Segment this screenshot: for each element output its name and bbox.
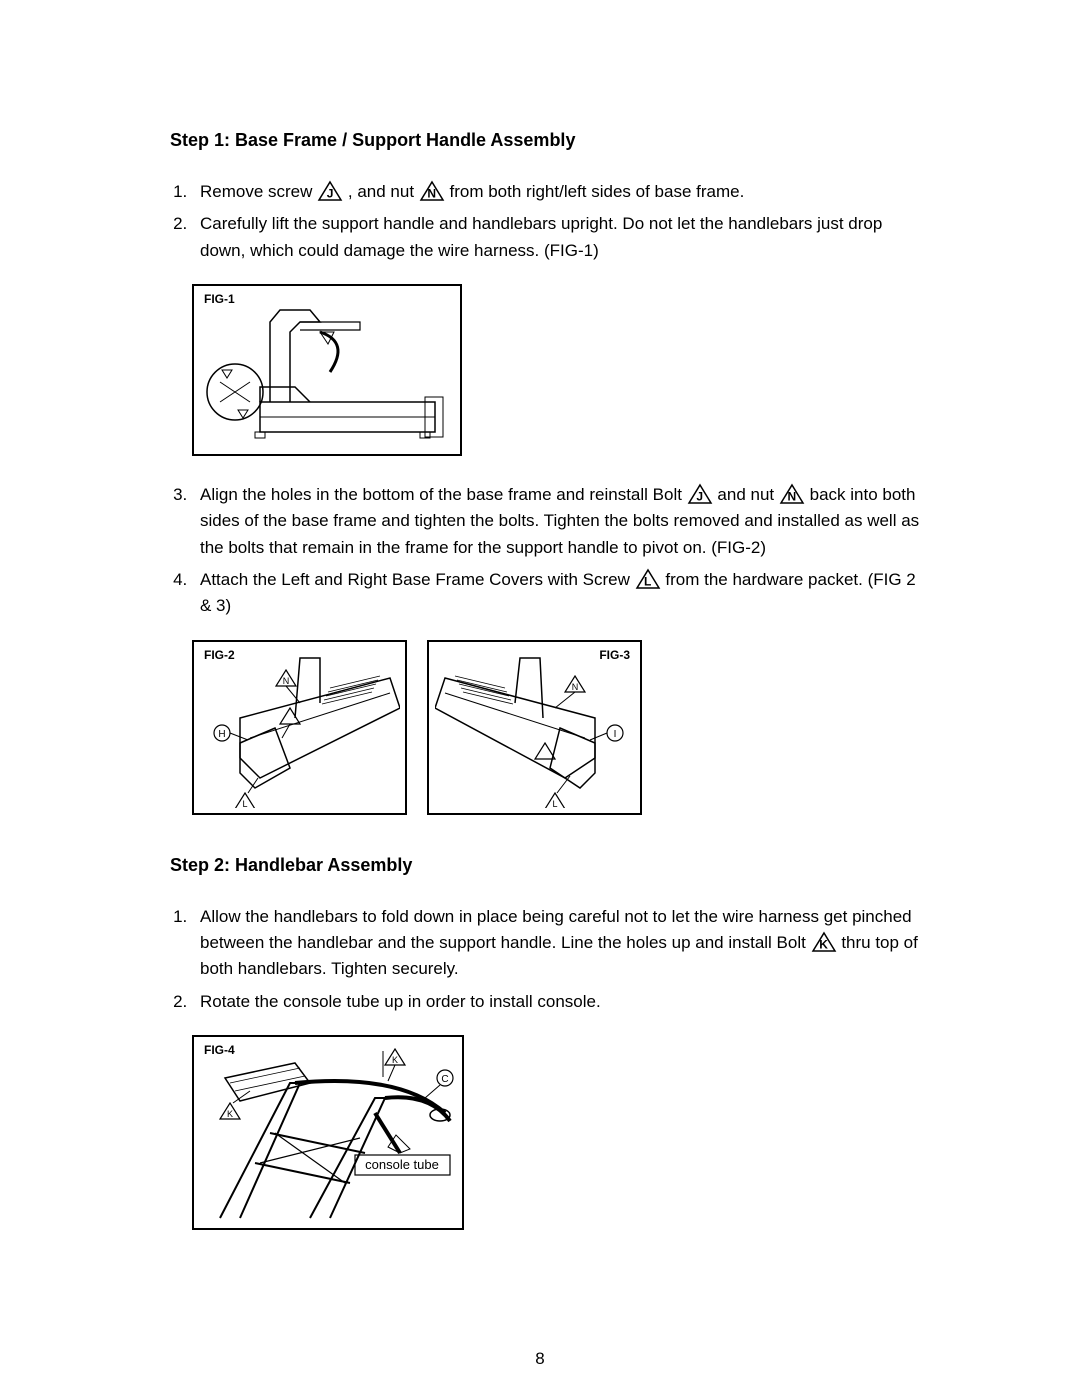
svg-text:L: L xyxy=(242,799,247,808)
step1-list: Remove screw J , and nut N from both rig… xyxy=(192,179,930,264)
figure-2-diagram: H N L xyxy=(200,648,400,808)
figure-2: FIG-2 H xyxy=(192,640,407,815)
figure-3: FIG-3 I N xyxy=(427,640,642,815)
text: and nut xyxy=(717,485,778,504)
triangle-K-icon: K xyxy=(811,931,837,953)
step1-list-2: Align the holes in the bottom of the bas… xyxy=(192,482,930,620)
text: , and nut xyxy=(348,182,419,201)
page-number: 8 xyxy=(535,1349,544,1369)
triangle-letter: L xyxy=(644,572,651,591)
text: from both right/left sides of base frame… xyxy=(450,182,745,201)
figure-label: FIG-4 xyxy=(204,1043,235,1057)
svg-text:N: N xyxy=(572,682,579,692)
figure-1: FIG-1 xyxy=(192,284,462,456)
svg-text:K: K xyxy=(227,1109,233,1119)
step2-list: Allow the handlebars to fold down in pla… xyxy=(192,904,930,1015)
figure-label: FIG-3 xyxy=(599,648,630,662)
step2-item-2: Rotate the console tube up in order to i… xyxy=(192,989,930,1015)
svg-text:N: N xyxy=(283,676,290,686)
triangle-N-icon: N xyxy=(419,180,445,202)
svg-text:L: L xyxy=(552,799,557,808)
svg-text:K: K xyxy=(392,1055,398,1065)
callout: H xyxy=(218,729,225,740)
figure-4: FIG-4 console tube xyxy=(192,1035,464,1230)
triangle-letter: K xyxy=(819,935,828,954)
triangle-L-icon: L xyxy=(635,568,661,590)
triangle-letter: J xyxy=(696,487,703,506)
text: Attach the Left and Right Base Frame Cov… xyxy=(200,570,635,589)
step1-item-4: Attach the Left and Right Base Frame Cov… xyxy=(192,567,930,620)
step1-heading: Step 1: Base Frame / Support Handle Asse… xyxy=(170,130,930,151)
figure-3-diagram: I N L xyxy=(435,648,635,808)
step2-heading: Step 2: Handlebar Assembly xyxy=(170,855,930,876)
figure-label: FIG-1 xyxy=(204,292,235,306)
figure-4-diagram: console tube K K C xyxy=(200,1043,458,1223)
figure-1-diagram xyxy=(200,292,456,450)
triangle-N-icon: N xyxy=(779,483,805,505)
triangle-letter: N xyxy=(788,487,797,506)
triangle-J-icon: J xyxy=(317,180,343,202)
step1-item-2: Carefully lift the support handle and ha… xyxy=(192,211,930,264)
triangle-letter: J xyxy=(327,184,334,203)
console-tube-label: console tube xyxy=(365,1157,439,1172)
svg-text:I: I xyxy=(614,729,617,740)
text: Align the holes in the bottom of the bas… xyxy=(200,485,687,504)
step1-item-1: Remove screw J , and nut N from both rig… xyxy=(192,179,930,205)
triangle-letter: N xyxy=(427,184,436,203)
text: Allow the handlebars to fold down in pla… xyxy=(200,907,912,952)
text: Remove screw xyxy=(200,182,317,201)
figure-label: FIG-2 xyxy=(204,648,235,662)
figure-row: FIG-2 H xyxy=(192,640,930,815)
triangle-J-icon: J xyxy=(687,483,713,505)
step2-item-1: Allow the handlebars to fold down in pla… xyxy=(192,904,930,983)
step1-item-3: Align the holes in the bottom of the bas… xyxy=(192,482,930,561)
svg-text:C: C xyxy=(441,1074,448,1085)
